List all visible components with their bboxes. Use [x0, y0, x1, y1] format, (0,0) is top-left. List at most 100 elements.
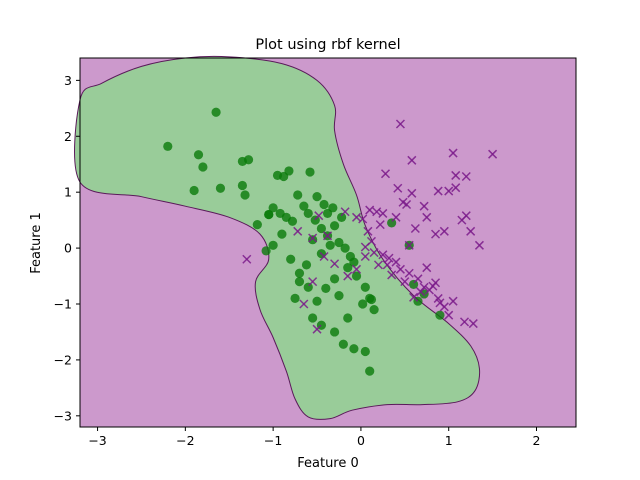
x-marker-stroke	[448, 296, 458, 306]
class-0-point	[349, 257, 359, 267]
class-0-point	[303, 282, 313, 292]
x-marker-stroke	[451, 170, 461, 180]
x-marker-stroke	[363, 226, 373, 236]
class-1-point	[409, 292, 419, 302]
x-marker-stroke	[375, 220, 385, 230]
x-marker-stroke	[395, 119, 405, 129]
class-0-point	[387, 218, 397, 228]
class-1-point	[360, 251, 370, 262]
x-marker-stroke	[373, 260, 384, 270]
class-1-point	[461, 211, 471, 221]
x-marker-stroke	[343, 271, 353, 281]
class-1-point	[422, 263, 432, 273]
x-marker-stroke	[299, 299, 309, 309]
class-0-point	[360, 346, 370, 357]
class-0-point	[340, 243, 350, 253]
class-0-point	[277, 229, 287, 239]
x-marker-stroke	[459, 317, 470, 327]
class-1-point	[360, 242, 370, 252]
class-1-point	[488, 149, 498, 159]
class-0-point	[299, 201, 309, 211]
class-1-point	[404, 268, 414, 278]
class-1-point	[372, 207, 382, 217]
class-0-point	[366, 294, 377, 305]
class-0-point	[308, 235, 318, 245]
points-layer	[163, 107, 498, 376]
x-marker-stroke	[435, 298, 445, 308]
x-marker-stroke	[466, 226, 476, 236]
class-1-point	[393, 183, 403, 193]
class-0-point	[312, 296, 322, 306]
class-1-point	[375, 220, 385, 230]
x-tick-label: 2	[533, 433, 541, 448]
class-0-point	[189, 185, 199, 196]
class-1-point	[365, 205, 375, 215]
x-marker-stroke	[433, 186, 443, 196]
x-marker-stroke	[448, 148, 458, 158]
chart-title: Plot using rbf kernel	[255, 37, 400, 53]
class-1-point	[407, 155, 417, 165]
class-1-point	[395, 119, 405, 129]
x-axis-label: Feature 0	[297, 456, 359, 471]
x-marker-stroke	[308, 233, 318, 243]
class-1-point	[431, 229, 441, 239]
class-0-point	[268, 240, 278, 250]
class-0-point	[343, 263, 353, 273]
class-1-point	[448, 148, 458, 158]
x-tick-label: −3	[88, 433, 106, 448]
class-1-point	[398, 197, 408, 207]
x-marker-stroke	[439, 226, 449, 236]
class-1-point	[242, 254, 252, 264]
x-marker-stroke	[340, 207, 350, 217]
x-marker-stroke	[384, 253, 394, 263]
x-marker-stroke	[444, 310, 454, 320]
x-marker-stroke	[319, 251, 329, 262]
x-marker-stroke	[395, 264, 405, 274]
x-marker-stroke	[444, 186, 454, 196]
x-tick-label: 0	[357, 433, 365, 448]
x-marker-stroke	[308, 277, 318, 287]
x-marker-stroke	[372, 207, 382, 217]
class-1-point	[451, 183, 461, 193]
class-1-point	[395, 264, 405, 274]
class-1-point	[459, 317, 470, 327]
class-1-point	[435, 298, 445, 308]
class-0-point	[290, 293, 300, 304]
class-1-point	[330, 259, 340, 269]
class-1-point	[323, 231, 333, 241]
x-marker-stroke	[451, 183, 461, 193]
x-marker-stroke	[293, 226, 303, 236]
class-1-point	[378, 250, 388, 260]
plot-area	[74, 55, 577, 428]
class-0-point	[369, 304, 379, 315]
class-1-point	[400, 277, 410, 287]
class-0-point	[286, 254, 296, 264]
class-0-point	[284, 166, 294, 176]
class-0-point	[312, 192, 322, 202]
x-marker-stroke	[407, 188, 417, 198]
x-marker-stroke	[360, 251, 370, 262]
y-tick-label: 3	[64, 73, 72, 88]
class-0-point	[325, 240, 335, 250]
class-1-point	[391, 212, 401, 222]
class-1-point	[431, 278, 441, 288]
class-1-point	[410, 223, 420, 234]
y-axis-label: Feature 1	[29, 212, 44, 274]
class-1-point	[343, 271, 353, 281]
class-0-point	[419, 289, 429, 299]
class-1-point	[308, 233, 318, 243]
x-marker-stroke	[422, 263, 432, 273]
x-marker-stroke	[323, 231, 333, 241]
class-0-point	[349, 344, 359, 354]
class-1-point	[419, 201, 429, 211]
x-marker-stroke	[242, 254, 252, 264]
x-marker-stroke	[431, 278, 441, 288]
x-marker-stroke	[474, 240, 484, 250]
class-0-point	[351, 271, 362, 281]
class-1-point	[439, 226, 449, 236]
x-marker-stroke	[410, 223, 420, 234]
x-marker-stroke	[312, 324, 322, 334]
class-0-point	[293, 190, 303, 200]
x-marker-stroke	[407, 155, 417, 165]
class-0-point	[360, 282, 370, 292]
